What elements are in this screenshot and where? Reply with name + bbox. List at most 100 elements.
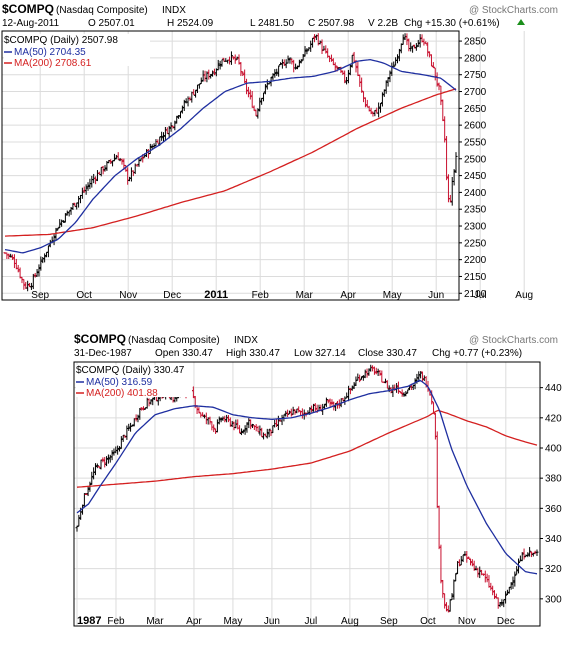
ohlc-bar <box>125 425 129 440</box>
ohlc-bar <box>433 413 437 440</box>
ohlc-bar <box>309 40 313 52</box>
ohlc-bar <box>286 55 290 64</box>
info-close: Close 330.47 <box>358 348 417 359</box>
legend-price: $COMPQ (Daily) 2507.98 <box>4 35 118 46</box>
ohlc-bar <box>337 67 341 69</box>
ohlc-bar <box>82 186 86 193</box>
ohlc-bar <box>73 202 77 207</box>
ohlc-bar <box>241 429 245 434</box>
ohlc-bar <box>248 89 252 100</box>
ohlc-bar <box>121 434 125 442</box>
ohlc-bar <box>288 57 292 64</box>
ohlc-bar <box>220 59 224 67</box>
ohlc-bar <box>363 97 367 108</box>
ohlc-bar <box>235 56 239 60</box>
ohlc-bar <box>402 392 406 397</box>
ohlc-bar <box>94 176 98 185</box>
ohlc-bar <box>420 371 424 382</box>
ohlc-bar <box>226 415 230 423</box>
ohlc-bar <box>197 407 201 414</box>
ohlc-bar <box>526 552 530 558</box>
info-change: Chg +0.77 (+0.23%) <box>432 348 522 359</box>
ohlc-bar <box>322 45 326 51</box>
ohlc-bar <box>103 456 107 468</box>
x-tick-label: Jun <box>264 616 280 627</box>
ohlc-bar <box>93 463 97 476</box>
ohlc-bar <box>252 425 256 430</box>
x-tick-label: Sep <box>31 290 49 301</box>
ohlc-bar <box>398 390 402 394</box>
ohlc-bar <box>211 70 215 77</box>
ohlc-bar <box>452 579 456 600</box>
y-tick-label: 2650 <box>464 104 487 115</box>
ohlc-bar <box>323 403 327 409</box>
ohlc-bar <box>258 425 262 436</box>
chart-panel-1987: 300 320 340 360 380 400 420 440 1987 Feb Mar Apr Ma… <box>73 332 562 627</box>
ohlc-bar <box>203 70 207 82</box>
ohlc-bar <box>334 403 338 412</box>
ohlc-bar <box>369 364 373 372</box>
legend-ma50: MA(50) 2704.35 <box>14 47 86 58</box>
legend-ma50: MA(50) 316.59 <box>86 377 153 388</box>
ohlc-bar <box>467 556 471 560</box>
ohlc-bar <box>275 68 279 76</box>
ohlc-bar <box>343 70 347 84</box>
ohlc-bar <box>531 552 535 557</box>
ohlc-bar <box>78 194 82 204</box>
symbol: $COMPQ <box>74 332 126 346</box>
ohlc-bar <box>358 374 362 383</box>
ohlc-bar <box>380 370 384 383</box>
gridlines <box>74 362 540 626</box>
info-high: H 2524.09 <box>167 18 214 29</box>
ohlc-bar <box>271 73 275 81</box>
ohlc-bar <box>352 382 356 390</box>
ohlc-bar <box>273 69 277 78</box>
ohlc-bar <box>426 42 430 57</box>
ohlc-bar <box>522 548 526 560</box>
x-tick-label: Aug <box>341 616 359 627</box>
ohlc-bar <box>445 136 449 181</box>
x-tick-label: Feb <box>252 290 270 301</box>
ohlc-bar <box>31 273 35 290</box>
ohlc-bar <box>388 70 392 83</box>
ohlc-bar <box>90 471 94 485</box>
ohlc-bar <box>95 463 99 469</box>
y-tick-label: 420 <box>545 413 562 424</box>
ohlc-bar <box>241 71 245 77</box>
ohlc-bar <box>476 567 480 578</box>
ohlc-bar <box>412 44 416 49</box>
ohlc-bar <box>215 419 219 433</box>
ohlc-bar <box>287 410 291 415</box>
x-tick-label: Dec <box>163 290 181 301</box>
ohlc-bar <box>249 419 253 430</box>
legend-price: $COMPQ (Daily) 330.47 <box>76 365 185 376</box>
ohlc-bar <box>114 154 118 160</box>
x-tick-label: Aug <box>515 290 533 301</box>
y-tick-label: 440 <box>545 383 562 394</box>
ohlc-bar <box>356 373 360 381</box>
ohlc-bar <box>5 252 9 260</box>
ohlc-bar <box>254 109 258 117</box>
y-axis-ticks: 300 320 340 360 380 400 420 440 <box>540 383 562 605</box>
x-axis-ticks: 1987 Feb Mar Apr May Jun Jul Aug Sep Oct Nov Dec <box>77 615 515 627</box>
ohlc-bar <box>136 414 140 423</box>
ohlc-bar <box>435 431 439 508</box>
ohlc-bar <box>320 39 324 55</box>
ohlc-bar <box>228 56 232 65</box>
ohlc-bar <box>209 73 213 79</box>
ohlc-bar <box>26 280 30 292</box>
ohlc-bar <box>369 107 373 115</box>
y-tick-label: 2350 <box>464 205 487 216</box>
ohlc-bar <box>396 54 400 64</box>
ohlc-bar <box>360 77 364 93</box>
ohlc-bar <box>414 43 418 51</box>
exchange: INDX <box>162 5 186 16</box>
ohlc-bar <box>465 551 469 563</box>
ohlc-bar <box>324 45 328 54</box>
ohlc-bar <box>324 397 328 407</box>
y-tick-label: 2100 <box>464 289 487 300</box>
ohlc-bar <box>218 60 222 70</box>
ohlc-bar <box>297 59 301 68</box>
ohlc-bar <box>422 38 426 46</box>
